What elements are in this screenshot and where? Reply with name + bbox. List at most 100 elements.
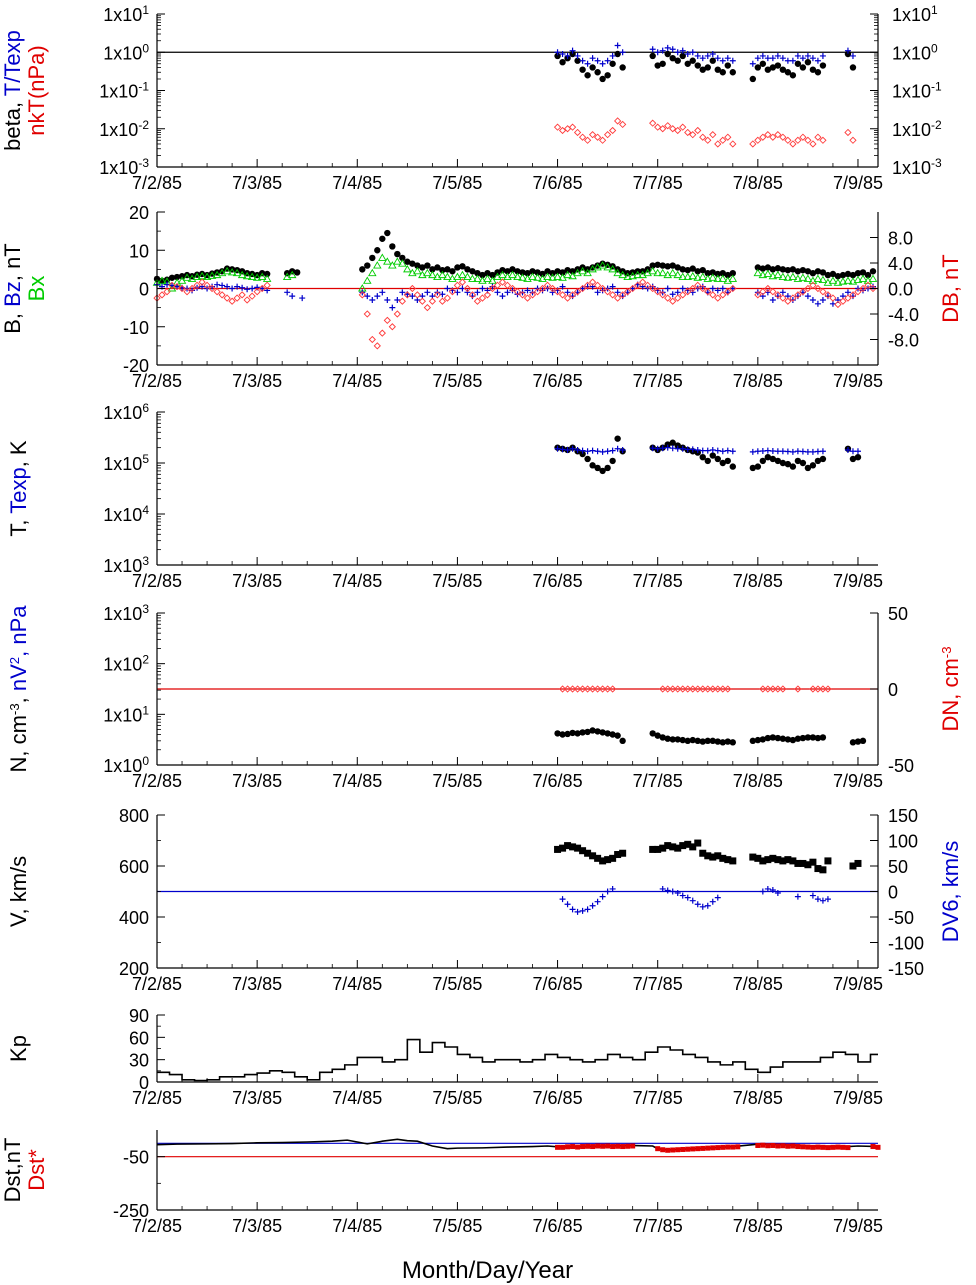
- data-point: [429, 266, 436, 273]
- data-point: [553, 123, 562, 131]
- data-point: [388, 323, 396, 331]
- data-point: [729, 140, 737, 148]
- data-point: [764, 131, 772, 139]
- data-point: [594, 854, 602, 862]
- data-point: [779, 685, 787, 693]
- data-point: [599, 60, 606, 67]
- data-point: [729, 448, 736, 455]
- data-point: [844, 128, 852, 137]
- x-tick-label: 7/2/85: [132, 771, 182, 791]
- data-point: [819, 136, 827, 144]
- data-point: [214, 281, 221, 288]
- data-point: [219, 282, 226, 289]
- data-point: [799, 266, 807, 274]
- data-point: [814, 268, 822, 275]
- data-point: [434, 264, 441, 271]
- data-point: [844, 50, 852, 58]
- data-point: [258, 284, 266, 293]
- data-point: [609, 731, 616, 738]
- data-point: [178, 273, 186, 280]
- data-point: [804, 136, 812, 144]
- data-point: [464, 266, 471, 273]
- data-point: [839, 297, 847, 305]
- data-point: [598, 284, 607, 293]
- label-part: , K: [6, 440, 31, 467]
- data-point: [413, 291, 421, 299]
- data-point: [774, 448, 781, 455]
- data-point: [804, 268, 812, 275]
- data-point: [794, 136, 802, 144]
- data-point: [829, 300, 836, 307]
- data-point: [568, 685, 577, 693]
- data-point: [779, 448, 786, 455]
- data-point: [875, 1144, 881, 1150]
- x-tick-label: 7/4/85: [332, 1088, 382, 1108]
- data-point: [764, 447, 771, 454]
- data-point: [720, 1144, 726, 1150]
- label-part: Dst,nT: [0, 1138, 25, 1203]
- data-point: [665, 1147, 671, 1153]
- right-axis-title: DV6, km/s: [938, 841, 963, 942]
- data-point: [494, 269, 501, 276]
- r-tick-label: 0: [888, 883, 898, 903]
- data-point: [800, 1144, 806, 1150]
- data-point: [769, 447, 776, 454]
- data-point: [499, 266, 506, 274]
- panel-temperature: 1x103 1x104 1x105 1x106 7/2/85 7/3/85 7/4/85 7/…: [103, 401, 883, 591]
- data-point: [207, 271, 217, 279]
- data-point: [569, 843, 577, 851]
- data-point: [754, 55, 761, 62]
- data-point: [799, 459, 807, 467]
- data-point: [262, 274, 272, 282]
- data-point: [754, 264, 762, 271]
- data-point: [604, 856, 612, 864]
- data-point: [754, 291, 762, 299]
- data-point: [724, 133, 732, 141]
- data-point: [669, 297, 677, 305]
- y-axis-title: beta, T/Texp: [0, 30, 25, 151]
- r-tick-label: -8.0: [888, 331, 919, 351]
- data-point: [654, 49, 661, 56]
- x-tick-label: 7/8/85: [733, 173, 783, 193]
- data-point: [759, 60, 767, 67]
- data-point: [809, 685, 817, 693]
- label-part: , nPa: [6, 605, 31, 657]
- data-point: [163, 288, 171, 296]
- data-point: [583, 685, 592, 693]
- data-point: [498, 278, 507, 286]
- data-point: [538, 284, 547, 293]
- y-tick-label: 1x105: [103, 452, 149, 474]
- data-point: [759, 293, 766, 300]
- data-point: [568, 291, 577, 299]
- data-point: [188, 284, 196, 293]
- data-point: [709, 131, 717, 139]
- data-point: [679, 291, 687, 299]
- r-tick-label: -150: [888, 959, 924, 979]
- data-point: [444, 266, 451, 273]
- data-point: [769, 296, 776, 303]
- data-point: [659, 885, 666, 892]
- y-tick-label: -250: [113, 1201, 149, 1221]
- label-part: DB, nT: [938, 254, 963, 322]
- data-point: [193, 281, 201, 289]
- data-point: [358, 291, 366, 299]
- data-point: [548, 284, 557, 293]
- x-tick-label: 7/2/85: [132, 571, 182, 591]
- data-point: [835, 1144, 841, 1150]
- data-point: [660, 1147, 666, 1153]
- data-point: [629, 284, 637, 293]
- data-point: [724, 856, 732, 864]
- data-point: [579, 729, 586, 736]
- data-point: [689, 131, 697, 139]
- y-tick-label: 800: [119, 806, 149, 826]
- x-tick-label: 7/6/85: [533, 371, 583, 391]
- data-point: [729, 857, 737, 865]
- data-point: [208, 284, 216, 293]
- y-tick-label: 400: [119, 908, 149, 928]
- data-point: [614, 289, 621, 296]
- data-point: [700, 1145, 706, 1151]
- r-tick-label: 0: [888, 680, 898, 700]
- data-point: [378, 329, 386, 337]
- data-point: [574, 908, 581, 915]
